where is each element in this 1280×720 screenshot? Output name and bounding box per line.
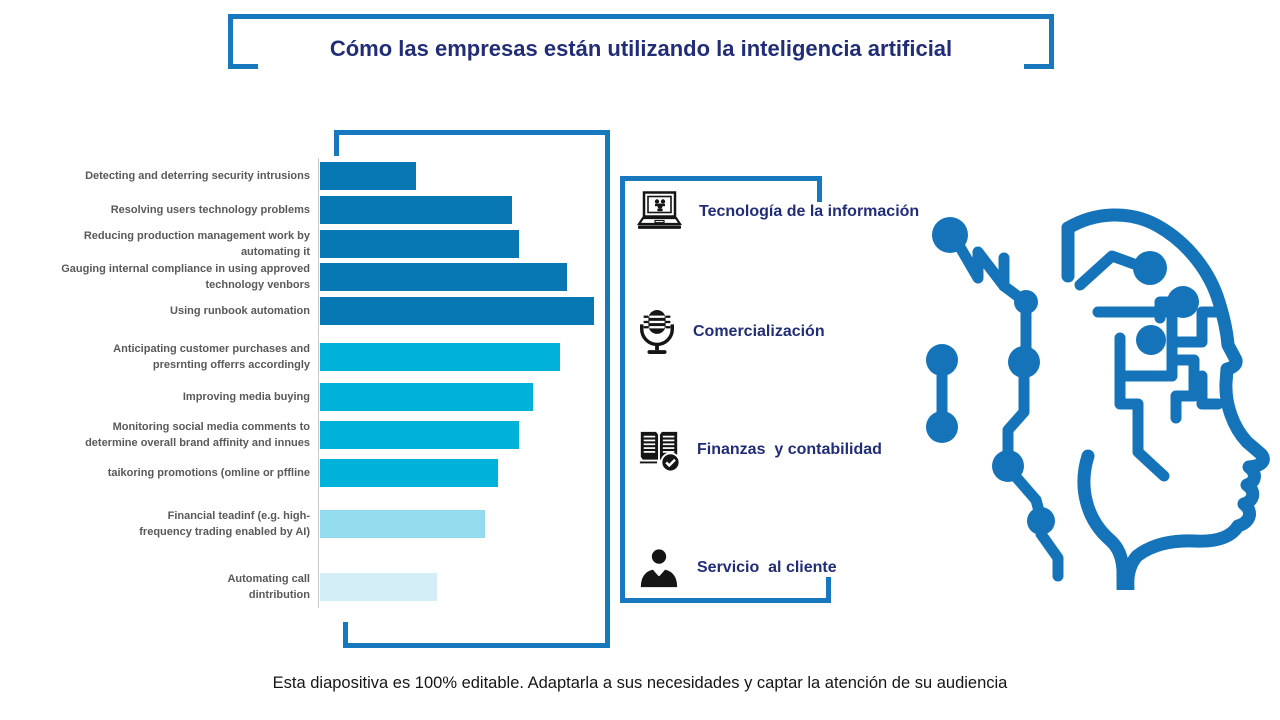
page-title: Cómo las empresas están utilizando la in… <box>329 36 953 61</box>
bar-5 <box>320 343 560 371</box>
chart-frame-top <box>334 130 610 135</box>
title-frame-left-foot <box>228 64 258 69</box>
chart-frame-top-left-stub <box>334 130 339 156</box>
chart-frame-right <box>605 130 610 648</box>
bar-category-label: Financial teadinf (e.g. high- frequency … <box>139 510 310 538</box>
bar-category-label: Using runbook automation <box>170 305 310 317</box>
bar-category-label: Anticipating customer purchases and pres… <box>113 343 310 371</box>
bar-4 <box>320 297 594 325</box>
bar-1 <box>320 196 512 224</box>
bar-category-label: Monitoring social media comments to dete… <box>85 421 310 449</box>
bar-8 <box>320 459 498 487</box>
bar-6 <box>320 383 533 411</box>
bar-10 <box>320 573 437 601</box>
bar-0 <box>320 162 416 190</box>
ai-head-circuit-graphic <box>926 208 1270 590</box>
bar-category-label: taikoring promotions (omline or pffline <box>107 467 310 479</box>
bar-category-label: Improving media buying <box>182 391 310 403</box>
title-frame-right-foot <box>1024 64 1054 69</box>
legend-frame-bottom-right-stub <box>826 577 831 603</box>
legend-frame-bottom <box>620 598 831 603</box>
legend-label: Finanzas y contabilidad <box>697 441 882 458</box>
ledger-check-icon <box>636 428 682 472</box>
laptop-icon <box>636 191 684 233</box>
bar-category-label: Automating call dintribution <box>227 573 310 601</box>
title-frame-left-drop <box>228 14 233 69</box>
footer-note: Esta diapositiva es 100% editable. Adapt… <box>272 674 1008 692</box>
chart-axis-line <box>318 158 319 608</box>
title-frame-right-drop <box>1049 14 1054 69</box>
chart-frame-bottom <box>343 643 610 648</box>
legend-frame-top-right-stub <box>817 176 822 202</box>
legend-frame-left <box>620 176 625 603</box>
bar-category-label: Reducing production management work by a… <box>83 230 310 258</box>
bar-category-label: Gauging internal compliance in using app… <box>61 263 310 291</box>
title-frame-top <box>228 14 1054 19</box>
legend-item-information-technology: Tecnología de la información <box>636 188 919 236</box>
legend-item-finance-accounting: Finanzas y contabilidad <box>636 426 882 474</box>
chart-frame-bottom-left-stub <box>343 622 348 648</box>
legend-label: Tecnología de la información <box>699 203 920 220</box>
bar-2 <box>320 230 519 258</box>
bar-7 <box>320 421 519 449</box>
legend-label: Comercialización <box>693 323 825 340</box>
legend-item-customer-service: Servicio al cliente <box>636 544 837 592</box>
bar-category-label: Resolving users technology problems <box>110 204 310 216</box>
bar-3 <box>320 263 567 291</box>
microphone-icon <box>636 309 678 355</box>
legend-frame-top <box>620 176 822 181</box>
bar-category-label: Detecting and deterring security intrusi… <box>85 170 310 182</box>
businessman-icon <box>636 547 682 589</box>
bar-9 <box>320 510 485 538</box>
legend-label: Servicio al cliente <box>697 559 837 576</box>
legend-item-marketing: Comercialización <box>636 308 825 356</box>
